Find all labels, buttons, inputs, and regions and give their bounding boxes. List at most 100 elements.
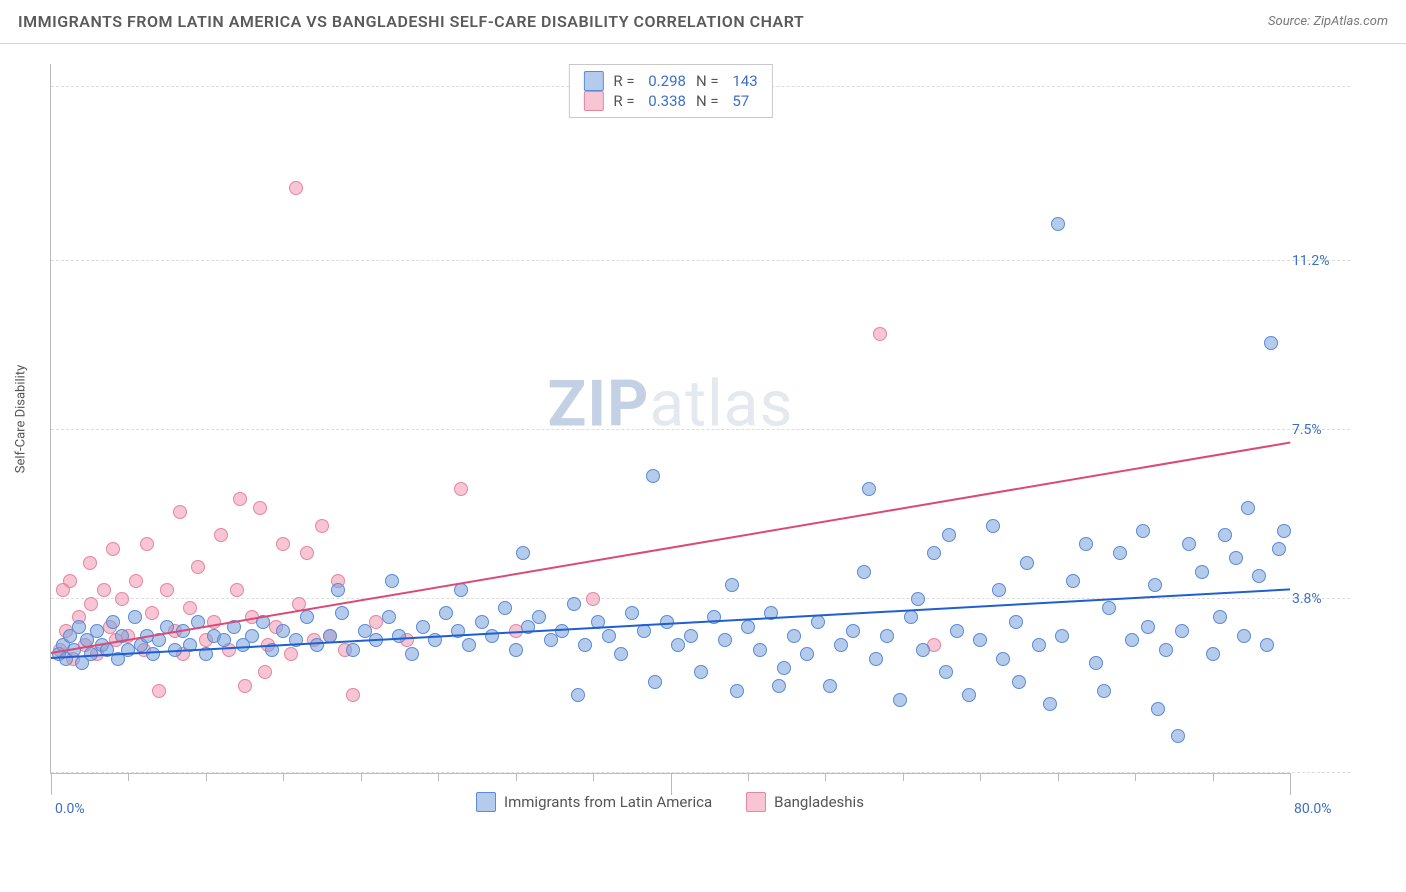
marker-bangladeshi — [289, 181, 303, 195]
marker-bangladeshi — [586, 592, 600, 606]
legend-n-val-a: 143 — [732, 72, 757, 90]
marker-latin-america — [245, 629, 259, 643]
marker-latin-america — [777, 661, 791, 675]
marker-latin-america — [335, 606, 349, 620]
marker-latin-america — [1066, 574, 1080, 588]
marker-latin-america — [916, 643, 930, 657]
marker-latin-america — [382, 610, 396, 624]
y-tick-label: 7.5% — [1292, 422, 1346, 438]
marker-bangladeshi — [346, 688, 360, 702]
marker-latin-america — [385, 574, 399, 588]
legend-r-val-b: 0.338 — [648, 92, 686, 110]
marker-latin-america — [862, 482, 876, 496]
marker-latin-america — [973, 633, 987, 647]
marker-latin-america — [578, 638, 592, 652]
marker-latin-america — [1141, 620, 1155, 634]
marker-latin-america — [1218, 528, 1232, 542]
marker-latin-america — [1055, 629, 1069, 643]
marker-latin-america — [1237, 629, 1251, 643]
marker-latin-america — [962, 688, 976, 702]
marker-latin-america — [1148, 578, 1162, 592]
x-tick-minor — [825, 773, 826, 781]
marker-latin-america — [996, 652, 1010, 666]
marker-latin-america — [106, 615, 120, 629]
marker-latin-america — [1097, 684, 1111, 698]
header-bar: IMMIGRANTS FROM LATIN AMERICA VS BANGLAD… — [0, 0, 1406, 44]
marker-bangladeshi — [140, 537, 154, 551]
marker-latin-america — [532, 610, 546, 624]
marker-bangladeshi — [230, 583, 244, 597]
marker-latin-america — [787, 629, 801, 643]
marker-latin-america — [986, 519, 1000, 533]
marker-latin-america — [671, 638, 685, 652]
marker-bangladeshi — [238, 679, 252, 693]
marker-latin-america — [567, 597, 581, 611]
marker-latin-america — [1229, 551, 1243, 565]
marker-bangladeshi — [83, 556, 97, 570]
marker-latin-america — [1195, 565, 1209, 579]
legend-r-val-a: 0.298 — [648, 72, 686, 90]
marker-latin-america — [846, 624, 860, 638]
legend-swatch-b — [583, 91, 603, 111]
marker-latin-america — [485, 629, 499, 643]
gridline — [51, 772, 1350, 773]
marker-latin-america — [346, 643, 360, 657]
legend-r-label-a: R = — [613, 72, 638, 90]
marker-bangladeshi — [276, 537, 290, 551]
marker-latin-america — [1151, 702, 1165, 716]
marker-latin-america — [462, 638, 476, 652]
marker-latin-america — [276, 624, 290, 638]
marker-latin-america — [893, 693, 907, 707]
marker-latin-america — [927, 546, 941, 560]
source-prefix: Source: — [1268, 14, 1313, 29]
marker-latin-america — [911, 592, 925, 606]
marker-latin-america — [1102, 601, 1116, 615]
marker-latin-america — [625, 606, 639, 620]
marker-bangladeshi — [152, 684, 166, 698]
y-axis-title: Self-Care Disability — [14, 364, 29, 472]
marker-bangladeshi — [233, 492, 247, 506]
x-tick-minor — [593, 773, 594, 781]
legend-row-a: R = 0.298 N = 143 — [583, 71, 757, 91]
marker-latin-america — [880, 629, 894, 643]
marker-latin-america — [416, 620, 430, 634]
marker-bangladeshi — [145, 606, 159, 620]
marker-latin-america — [992, 583, 1006, 597]
marker-latin-america — [1012, 675, 1026, 689]
marker-latin-america — [1182, 537, 1196, 551]
chart-area: ZIPatlas R = 0.298 N = 143 R = 0.338 N =… — [50, 64, 1350, 824]
marker-bangladeshi — [214, 528, 228, 542]
marker-latin-america — [857, 565, 871, 579]
marker-latin-america — [950, 624, 964, 638]
marker-latin-america — [516, 546, 530, 560]
marker-bangladeshi — [873, 327, 887, 341]
marker-latin-america — [772, 679, 786, 693]
source-name: ZipAtlas.com — [1313, 14, 1388, 29]
marker-latin-america — [1272, 542, 1286, 556]
marker-latin-america — [439, 606, 453, 620]
gridline — [51, 260, 1350, 261]
x-tick-minor — [1213, 773, 1214, 781]
marker-bangladeshi — [115, 592, 129, 606]
legend-stats: R = 0.298 N = 143 R = 0.338 N = 57 — [568, 64, 772, 118]
source-credit: Source: ZipAtlas.com — [1268, 14, 1388, 29]
marker-latin-america — [90, 624, 104, 638]
marker-latin-america — [942, 528, 956, 542]
x-tick-minor — [1135, 773, 1136, 781]
legend-n-label-b: N = — [696, 92, 722, 110]
x-tick-minor — [128, 773, 129, 781]
marker-latin-america — [571, 688, 585, 702]
marker-latin-america — [753, 643, 767, 657]
y-tick-label: 11.2% — [1292, 253, 1346, 269]
legend-series: Immigrants from Latin America Bangladesh… — [50, 792, 1290, 812]
x-tick-major — [1290, 773, 1291, 795]
x-tick-minor — [748, 773, 749, 781]
marker-latin-america — [1043, 697, 1057, 711]
legend-swatch-a — [583, 71, 603, 91]
marker-bangladeshi — [160, 583, 174, 597]
marker-latin-america — [331, 583, 345, 597]
legend-n-label-a: N = — [696, 72, 722, 90]
marker-latin-america — [1051, 217, 1065, 231]
marker-latin-america — [725, 578, 739, 592]
marker-latin-america — [1113, 546, 1127, 560]
